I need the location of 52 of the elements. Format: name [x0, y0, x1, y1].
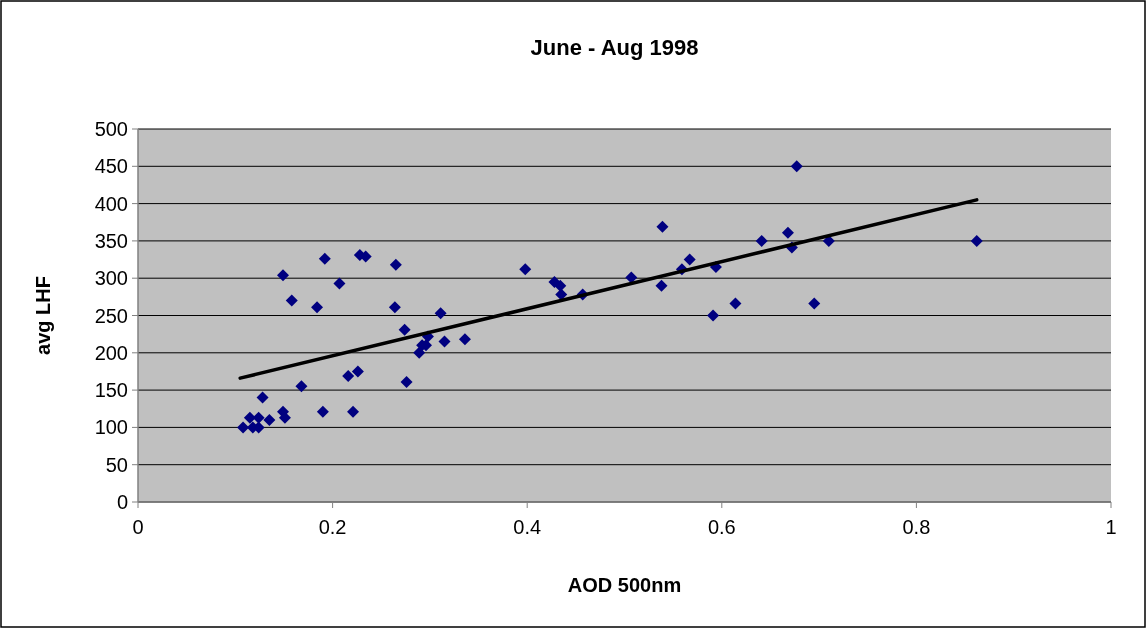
point [342, 369, 355, 382]
x-tick-label: 1 [1105, 516, 1117, 538]
point [554, 279, 567, 292]
point [318, 252, 331, 265]
point [655, 279, 668, 292]
point [434, 307, 447, 320]
y-tick-label: 250 [94, 304, 128, 327]
y-tick-label: 0 [116, 491, 128, 513]
y-tick-label: 300 [94, 267, 128, 290]
point [781, 226, 794, 239]
y-tick-label: 150 [94, 379, 128, 402]
point [285, 294, 298, 307]
y-tick-label: 350 [94, 229, 128, 252]
point [398, 323, 411, 336]
x-tick-label: 0.6 [707, 516, 736, 538]
point [311, 301, 324, 314]
point [347, 405, 360, 418]
point [729, 297, 742, 310]
y-tick-label: 200 [94, 341, 128, 364]
point [316, 405, 329, 418]
y-axis-title: avg LHF [32, 276, 54, 355]
point [389, 258, 402, 271]
x-tick-label: 0 [132, 516, 144, 538]
point [263, 413, 276, 426]
y-tick-label: 100 [94, 416, 128, 439]
point [707, 309, 720, 322]
point [755, 234, 768, 247]
point [295, 380, 308, 393]
point [790, 160, 803, 173]
point [458, 333, 471, 346]
point [333, 277, 346, 290]
point [519, 263, 532, 276]
point [388, 301, 401, 314]
y-tick-label: 500 [94, 118, 128, 140]
point [243, 411, 256, 424]
point [656, 220, 669, 233]
x-tick-label: 0.2 [318, 516, 347, 538]
x-tick-label: 0.8 [902, 516, 931, 538]
x-axis-title: AOD 500nm [567, 574, 682, 596]
chart-title: June - Aug 1998 [530, 35, 699, 60]
point [438, 335, 451, 348]
point [970, 234, 983, 247]
y-tick-label: 50 [105, 453, 128, 476]
x-tick-label: 0.4 [513, 516, 542, 538]
point [351, 365, 364, 378]
point [400, 375, 413, 388]
y-tick-label: 400 [94, 192, 128, 215]
y-tick-label: 450 [94, 155, 128, 178]
point [276, 269, 289, 282]
point [808, 297, 821, 310]
point [683, 253, 696, 266]
point [256, 391, 269, 404]
